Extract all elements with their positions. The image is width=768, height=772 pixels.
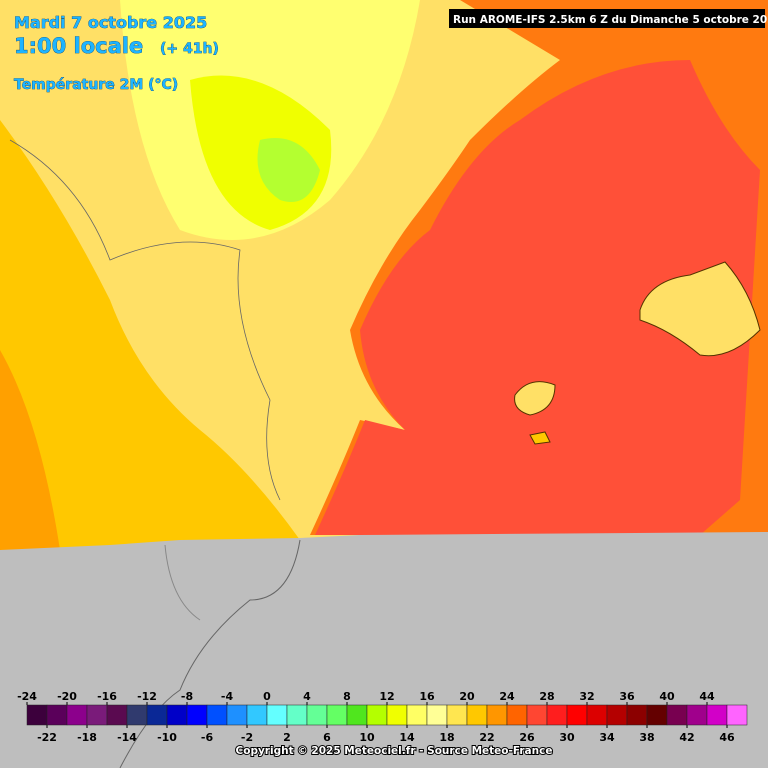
- scale-label: 40: [659, 690, 675, 703]
- scale-label: 16: [419, 690, 435, 703]
- island: [514, 381, 556, 416]
- colorbar: -24 -20 -16 -12 -8 -4 0 4 8 12 16 20 24 28 32 36 40 44-22…: [17, 690, 748, 744]
- scale-label: 28: [539, 690, 554, 703]
- scale-label: 18: [439, 731, 454, 744]
- color-swatch: [666, 704, 688, 726]
- color-swatch: [606, 704, 628, 726]
- scale-label: -6: [201, 731, 214, 744]
- variable: Température 2M (°C): [14, 77, 178, 93]
- scale-label: 46: [719, 731, 735, 744]
- warm-land: [0, 350, 60, 550]
- color-swatch: [586, 704, 608, 726]
- color-swatch: [506, 704, 528, 726]
- scale-label: 8: [343, 690, 351, 703]
- color-swatch: [306, 704, 328, 726]
- scale-label: 6: [323, 731, 331, 744]
- color-swatch: [726, 704, 748, 726]
- cool-land: [257, 138, 320, 202]
- island: [529, 431, 551, 445]
- scale-label: 36: [619, 690, 635, 703]
- color-swatch: [46, 704, 68, 726]
- date: Mardi 7 octobre 2025: [14, 13, 207, 32]
- scale-label: -20: [57, 690, 77, 703]
- scale-label: 24: [499, 690, 515, 703]
- lead: (+ 41h): [160, 41, 219, 57]
- color-swatch: [206, 704, 228, 726]
- color-swatch: [166, 704, 188, 726]
- color-swatch: [86, 704, 108, 726]
- run-info: Run AROME-IFS 2.5km 6 Z du Dimanche 5 oc…: [453, 14, 768, 26]
- warm-land: [0, 120, 300, 550]
- scale-label: 0: [263, 690, 271, 703]
- color-swatch: [706, 704, 728, 726]
- color-swatch: [426, 704, 448, 726]
- color-swatch: [686, 704, 708, 726]
- scale-label: -24: [17, 690, 37, 703]
- sea: [315, 60, 760, 535]
- color-swatch: [526, 704, 548, 726]
- color-swatch: [126, 704, 148, 726]
- scale-label: 42: [679, 731, 694, 744]
- scale-label: 10: [359, 731, 375, 744]
- time: 1:00 locale: [14, 34, 143, 58]
- color-swatch: [186, 704, 208, 726]
- color-swatch: [66, 704, 88, 726]
- color-swatch: [286, 704, 308, 726]
- scale-label: 26: [519, 731, 535, 744]
- scale-label: 4: [303, 690, 311, 703]
- scale-label: -14: [117, 731, 137, 744]
- scale-label: -16: [97, 690, 117, 703]
- border: [164, 544, 201, 621]
- scale-label: 2: [283, 731, 291, 744]
- scale-label: -12: [137, 690, 157, 703]
- scale-label: 22: [479, 731, 494, 744]
- color-swatch: [26, 704, 48, 726]
- color-swatch: [106, 704, 128, 726]
- scale-label: -2: [241, 731, 253, 744]
- scale-label: 12: [379, 690, 394, 703]
- scale-label: 32: [579, 690, 594, 703]
- color-swatch: [346, 704, 368, 726]
- scale-label: 14: [399, 731, 415, 744]
- run-box: [449, 9, 765, 28]
- island: [639, 261, 761, 357]
- color-swatch: [626, 704, 648, 726]
- scale-label: 34: [599, 731, 615, 744]
- scale-label: -10: [157, 731, 177, 744]
- color-swatch: [406, 704, 428, 726]
- color-swatch: [266, 704, 288, 726]
- color-swatch: [226, 704, 248, 726]
- color-swatch: [566, 704, 588, 726]
- scale-label: 30: [559, 731, 575, 744]
- scale-label: -8: [181, 690, 193, 703]
- color-swatch: [246, 704, 268, 726]
- color-swatch: [386, 704, 408, 726]
- color-swatch: [546, 704, 568, 726]
- border: [9, 139, 281, 501]
- scale-label: 44: [699, 690, 715, 703]
- scale-label: -18: [77, 731, 97, 744]
- color-swatch: [466, 704, 488, 726]
- color-swatch: [326, 704, 348, 726]
- color-swatch: [366, 704, 388, 726]
- scale-label: -22: [37, 731, 57, 744]
- copyright: Copyright © 2025 Meteociel.fr - Source M…: [236, 745, 553, 757]
- scale-label: 38: [639, 731, 654, 744]
- color-swatch: [446, 704, 468, 726]
- scale-label: 20: [459, 690, 475, 703]
- color-swatch: [646, 704, 668, 726]
- color-swatch: [146, 704, 168, 726]
- color-swatch: [486, 704, 508, 726]
- scale-label: -4: [221, 690, 234, 703]
